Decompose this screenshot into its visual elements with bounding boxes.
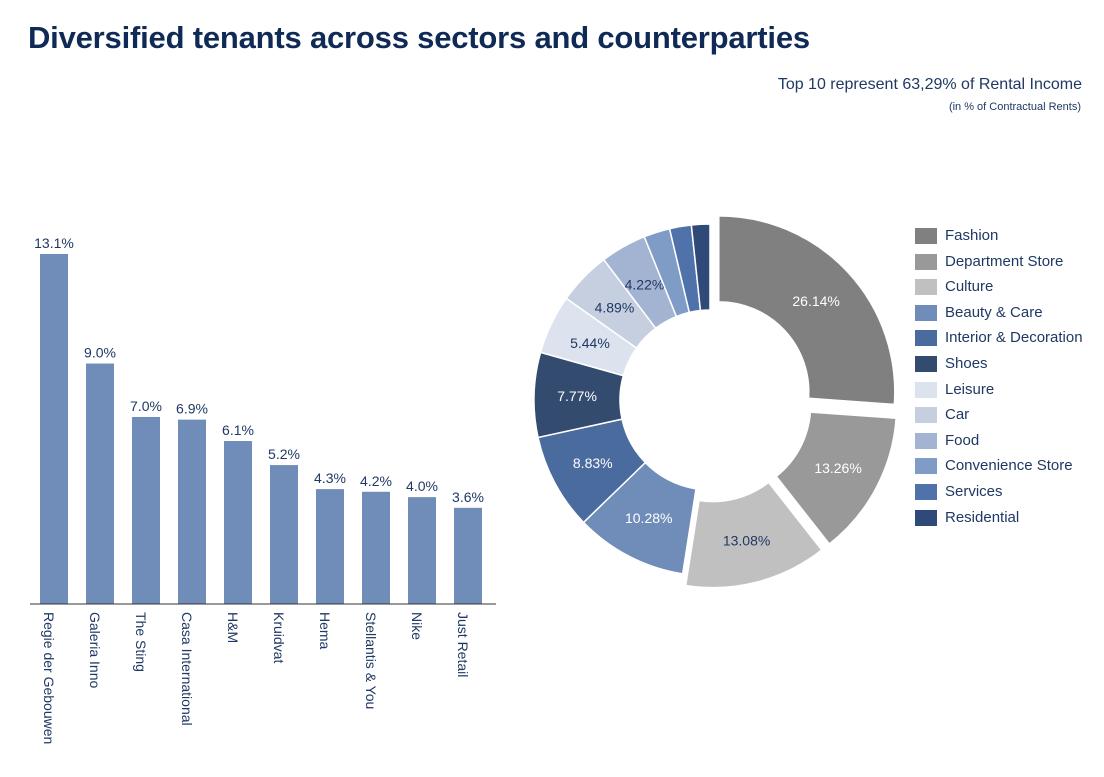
slice-value-label: 13.08% bbox=[723, 532, 770, 548]
slice-department-store bbox=[775, 411, 897, 546]
legend-swatch bbox=[915, 509, 937, 526]
legend-label: Leisure bbox=[945, 380, 995, 398]
bar-category-label: Just Retail bbox=[455, 612, 471, 677]
bar-regie-der-gebouwen bbox=[40, 254, 68, 604]
legend-swatch bbox=[915, 330, 937, 347]
slice-value-label: 7.77% bbox=[557, 388, 597, 404]
page-title: Diversified tenants across sectors and c… bbox=[28, 20, 810, 55]
legend-swatch bbox=[915, 228, 937, 244]
bar-just-retail bbox=[454, 507, 482, 604]
slice-residential bbox=[690, 223, 711, 312]
bar-category-label: Nike bbox=[409, 612, 425, 640]
slice-value-label: 8.83% bbox=[573, 455, 613, 471]
legend-label: Food bbox=[945, 431, 980, 449]
bar-nike bbox=[408, 497, 436, 604]
legend-swatch bbox=[915, 279, 937, 296]
bar-kruidvat bbox=[270, 465, 298, 604]
legend-label: Culture bbox=[945, 278, 994, 296]
legend-swatch bbox=[915, 381, 937, 398]
bar-value-label: 7.0% bbox=[130, 398, 162, 414]
tenant-bar-chart: 13.1% Regie der Gebouwen 9.0% Galeria Inno 7… bbox=[30, 235, 496, 744]
bar-stellantis-and-you bbox=[362, 491, 390, 604]
bar-the-sting bbox=[132, 416, 160, 604]
bar-value-label: 9.0% bbox=[84, 345, 116, 361]
bar-category-label: H&M bbox=[225, 612, 241, 643]
slice-value-label: 13.26% bbox=[814, 460, 861, 476]
units-note: (in % of Contractual Rents) bbox=[948, 101, 1081, 113]
slice-value-label: 10.28% bbox=[625, 510, 672, 526]
sector-donut-chart: 26.14% 13.26% 13.08% 10.28% 8.83% 7.77% 5.44% 4… bbox=[533, 215, 897, 589]
legend-label: Beauty & Care bbox=[945, 303, 1043, 321]
slice-value-label: 4.89% bbox=[595, 299, 635, 315]
legend-label: Services bbox=[945, 483, 1003, 500]
legend-label: Car bbox=[945, 406, 970, 424]
legend-label: Residential bbox=[945, 508, 1020, 526]
bar-value-label: 4.2% bbox=[360, 473, 392, 489]
slice-value-label: 4.22% bbox=[625, 276, 665, 292]
bar-value-label: 3.6% bbox=[452, 489, 484, 505]
bar-value-label: 6.1% bbox=[222, 422, 254, 438]
bar-value-label: 5.2% bbox=[268, 446, 300, 462]
legend-label: Department Store bbox=[945, 252, 1064, 270]
bar-category-label: Regie der Gebouwen bbox=[41, 612, 57, 744]
bar-hema bbox=[316, 489, 344, 604]
bar-category-label: Kruidvat bbox=[271, 612, 287, 663]
bar-value-label: 6.9% bbox=[176, 401, 208, 417]
bar-value-label: 4.3% bbox=[314, 470, 346, 486]
legend-label: Interior & Decoration bbox=[945, 329, 1083, 347]
legend-swatch bbox=[915, 253, 937, 270]
bar-galeria-inno bbox=[86, 363, 114, 604]
legend-swatch bbox=[915, 356, 937, 372]
slice-culture bbox=[684, 481, 823, 589]
legend-label: Convenience Store bbox=[945, 457, 1073, 475]
legend-swatch bbox=[915, 304, 937, 321]
bar-category-label: Galeria Inno bbox=[87, 612, 103, 688]
legend-swatch bbox=[915, 407, 937, 424]
slice-value-label: 26.14% bbox=[792, 293, 839, 309]
legend-label: Shoes bbox=[945, 355, 988, 372]
bar-category-label: Casa International bbox=[179, 612, 195, 726]
bar-category-label: Hema bbox=[317, 612, 333, 650]
legend-swatch bbox=[915, 432, 937, 449]
slice-fashion bbox=[718, 215, 896, 406]
bar-category-label: The Sting bbox=[133, 612, 149, 672]
bar-value-label: 4.0% bbox=[406, 478, 438, 494]
chart-subtitle: Top 10 represent 63,29% of Rental Income bbox=[777, 76, 1082, 93]
bar-value-label: 13.1% bbox=[34, 235, 74, 251]
legend-swatch bbox=[915, 484, 937, 500]
bar-category-label: Stellantis & You bbox=[363, 612, 379, 709]
slice-value-label: 5.44% bbox=[570, 335, 610, 351]
bar-handm bbox=[224, 441, 252, 604]
legend-label: Fashion bbox=[945, 227, 999, 244]
bar-casa-international bbox=[178, 419, 206, 604]
legend-swatch bbox=[915, 458, 937, 475]
